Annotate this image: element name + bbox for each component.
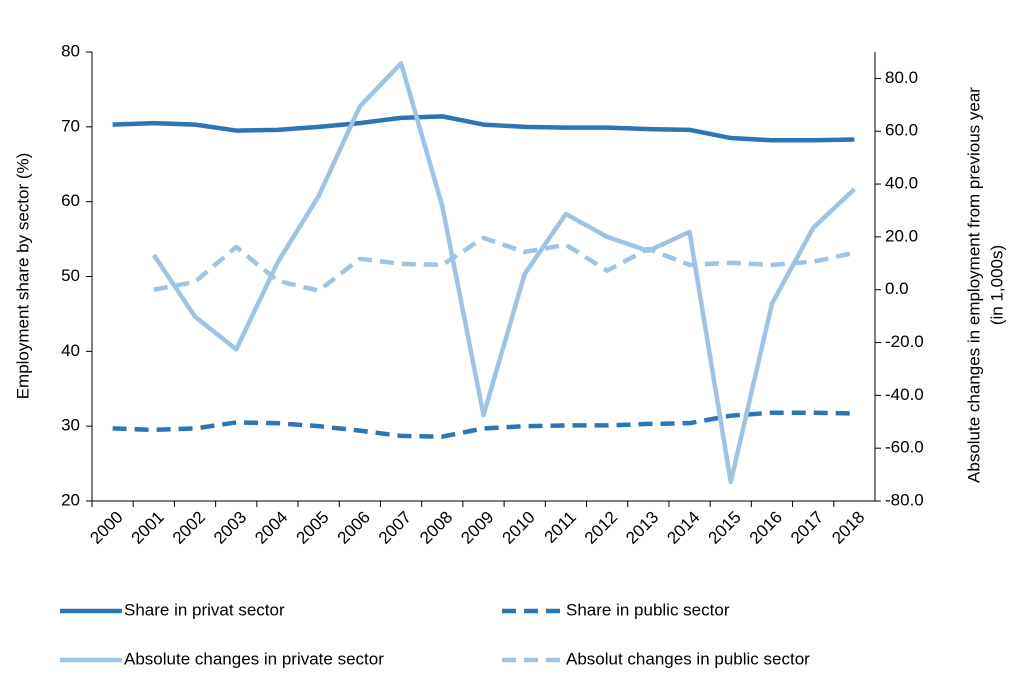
- series-line: [112, 114, 855, 143]
- x-tick-label: 2010: [499, 508, 539, 548]
- x-tick-label: 2015: [705, 508, 745, 548]
- x-tick-label: 2000: [86, 508, 126, 548]
- y-tick-label: 20: [61, 490, 80, 509]
- legend-label: Share in privat sector: [124, 600, 285, 619]
- x-tick-label: 2016: [746, 508, 786, 548]
- y-tick-label: 40: [61, 341, 80, 360]
- y2-axis-title: Absolute changes in employment from prev…: [964, 87, 983, 483]
- y2-tick-label: -60.0: [885, 438, 924, 457]
- x-tick-label: 2014: [663, 508, 703, 548]
- x-tick-label: 2012: [581, 508, 621, 548]
- y-tick-label: 60: [61, 191, 80, 210]
- y-tick-label: 70: [61, 116, 80, 135]
- x-tick-label: 2011: [541, 508, 580, 547]
- legend-label: Absolut changes in public sector: [566, 649, 810, 668]
- x-tick-label: 2009: [457, 508, 497, 548]
- x-tick-label: 2006: [334, 508, 374, 548]
- y2-tick-label: 0.0: [885, 279, 909, 298]
- y2-tick-label: 40.0: [885, 174, 918, 193]
- x-tick-label: 2018: [828, 508, 868, 548]
- y2-tick-label: 80.0: [885, 68, 918, 87]
- legend-label: Share in public sector: [566, 600, 730, 619]
- y2-tick-label: -20.0: [885, 332, 924, 351]
- x-tick-label: 2001: [128, 508, 168, 548]
- x-tick-label: 2005: [292, 508, 332, 548]
- x-tick-label: 2002: [169, 508, 209, 548]
- y2-axis-title: (in 1,000s): [987, 245, 1006, 325]
- x-tick-label: 2007: [375, 508, 415, 548]
- series-line: [153, 235, 855, 294]
- y2-tick-label: 20.0: [885, 226, 918, 245]
- x-tick-label: 2003: [210, 508, 250, 548]
- y-axis-title: Employment share by sector (%): [13, 153, 32, 400]
- y-tick-label: 50: [61, 266, 80, 285]
- legend-label: Absolute changes in private sector: [124, 649, 384, 668]
- y2-tick-label: -40.0: [885, 385, 924, 404]
- y-tick-label: 30: [61, 416, 80, 435]
- y2-tick-label: 60.0: [885, 121, 918, 140]
- x-tick-label: 2004: [251, 508, 291, 548]
- y2-tick-label: -80.0: [885, 490, 924, 509]
- series-line: [112, 410, 855, 439]
- x-tick-label: 2013: [622, 508, 662, 548]
- x-tick-label: 2017: [787, 508, 827, 548]
- y-tick-label: 80: [61, 41, 80, 60]
- x-tick-label: 2008: [416, 508, 456, 548]
